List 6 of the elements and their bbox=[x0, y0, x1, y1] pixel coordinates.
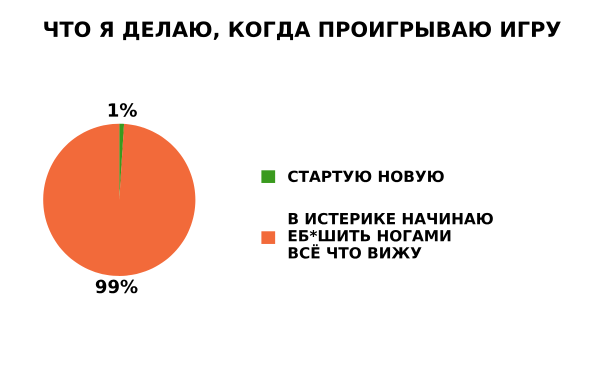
legend-label: В ИСТЕРИКЕ НАЧИНАЮ ЕБ*ШИТЬ НОГАМИ ВСЁ ЧТО ВИЖУ bbox=[288, 212, 493, 259]
chart-title: ЧТО Я ДЕЛАЮ, КОГДА ПРОИГРЫВАЮ ИГРУ bbox=[44, 21, 561, 40]
pie-slice bbox=[43, 124, 196, 276]
data-label: 1% bbox=[108, 103, 137, 117]
legend-label: СТАРТУЮ НОВУЮ bbox=[288, 170, 444, 182]
data-label: 99% bbox=[96, 280, 138, 294]
